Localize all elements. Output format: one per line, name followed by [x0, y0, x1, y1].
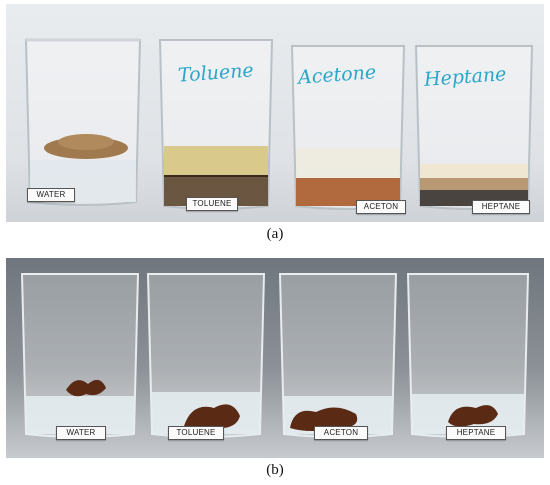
- label-aceton-b: ACETON: [314, 426, 368, 440]
- label-toluene-b: TOLUENE: [168, 426, 224, 440]
- beaker-toluene-a: [154, 34, 278, 212]
- label-heptane-b: HEPTANE: [446, 426, 506, 440]
- panel-a-photo: WATER Toluene TOLUENE Acetone ACETON Hep…: [6, 4, 544, 222]
- beaker-water-b: [16, 268, 144, 440]
- beaker-toluene-b: [142, 268, 270, 440]
- beaker-heptane-a: [410, 40, 538, 212]
- label-heptane-a: HEPTANE: [472, 200, 530, 214]
- beaker-water-a: [18, 32, 148, 210]
- caption-b: (b): [266, 462, 284, 478]
- beaker-aceton-a: [286, 40, 410, 212]
- label-aceton-a: ACETON: [356, 200, 406, 214]
- beaker-aceton-b: [274, 268, 402, 440]
- panel-b-photo: WATER TOLUENE ACETON HEPTANE: [6, 258, 544, 458]
- label-water-a: WATER: [27, 188, 75, 202]
- label-toluene-a: TOLUENE: [186, 197, 238, 211]
- caption-a: (a): [266, 226, 284, 242]
- label-water-b: WATER: [56, 426, 106, 440]
- beaker-heptane-b: [402, 268, 534, 440]
